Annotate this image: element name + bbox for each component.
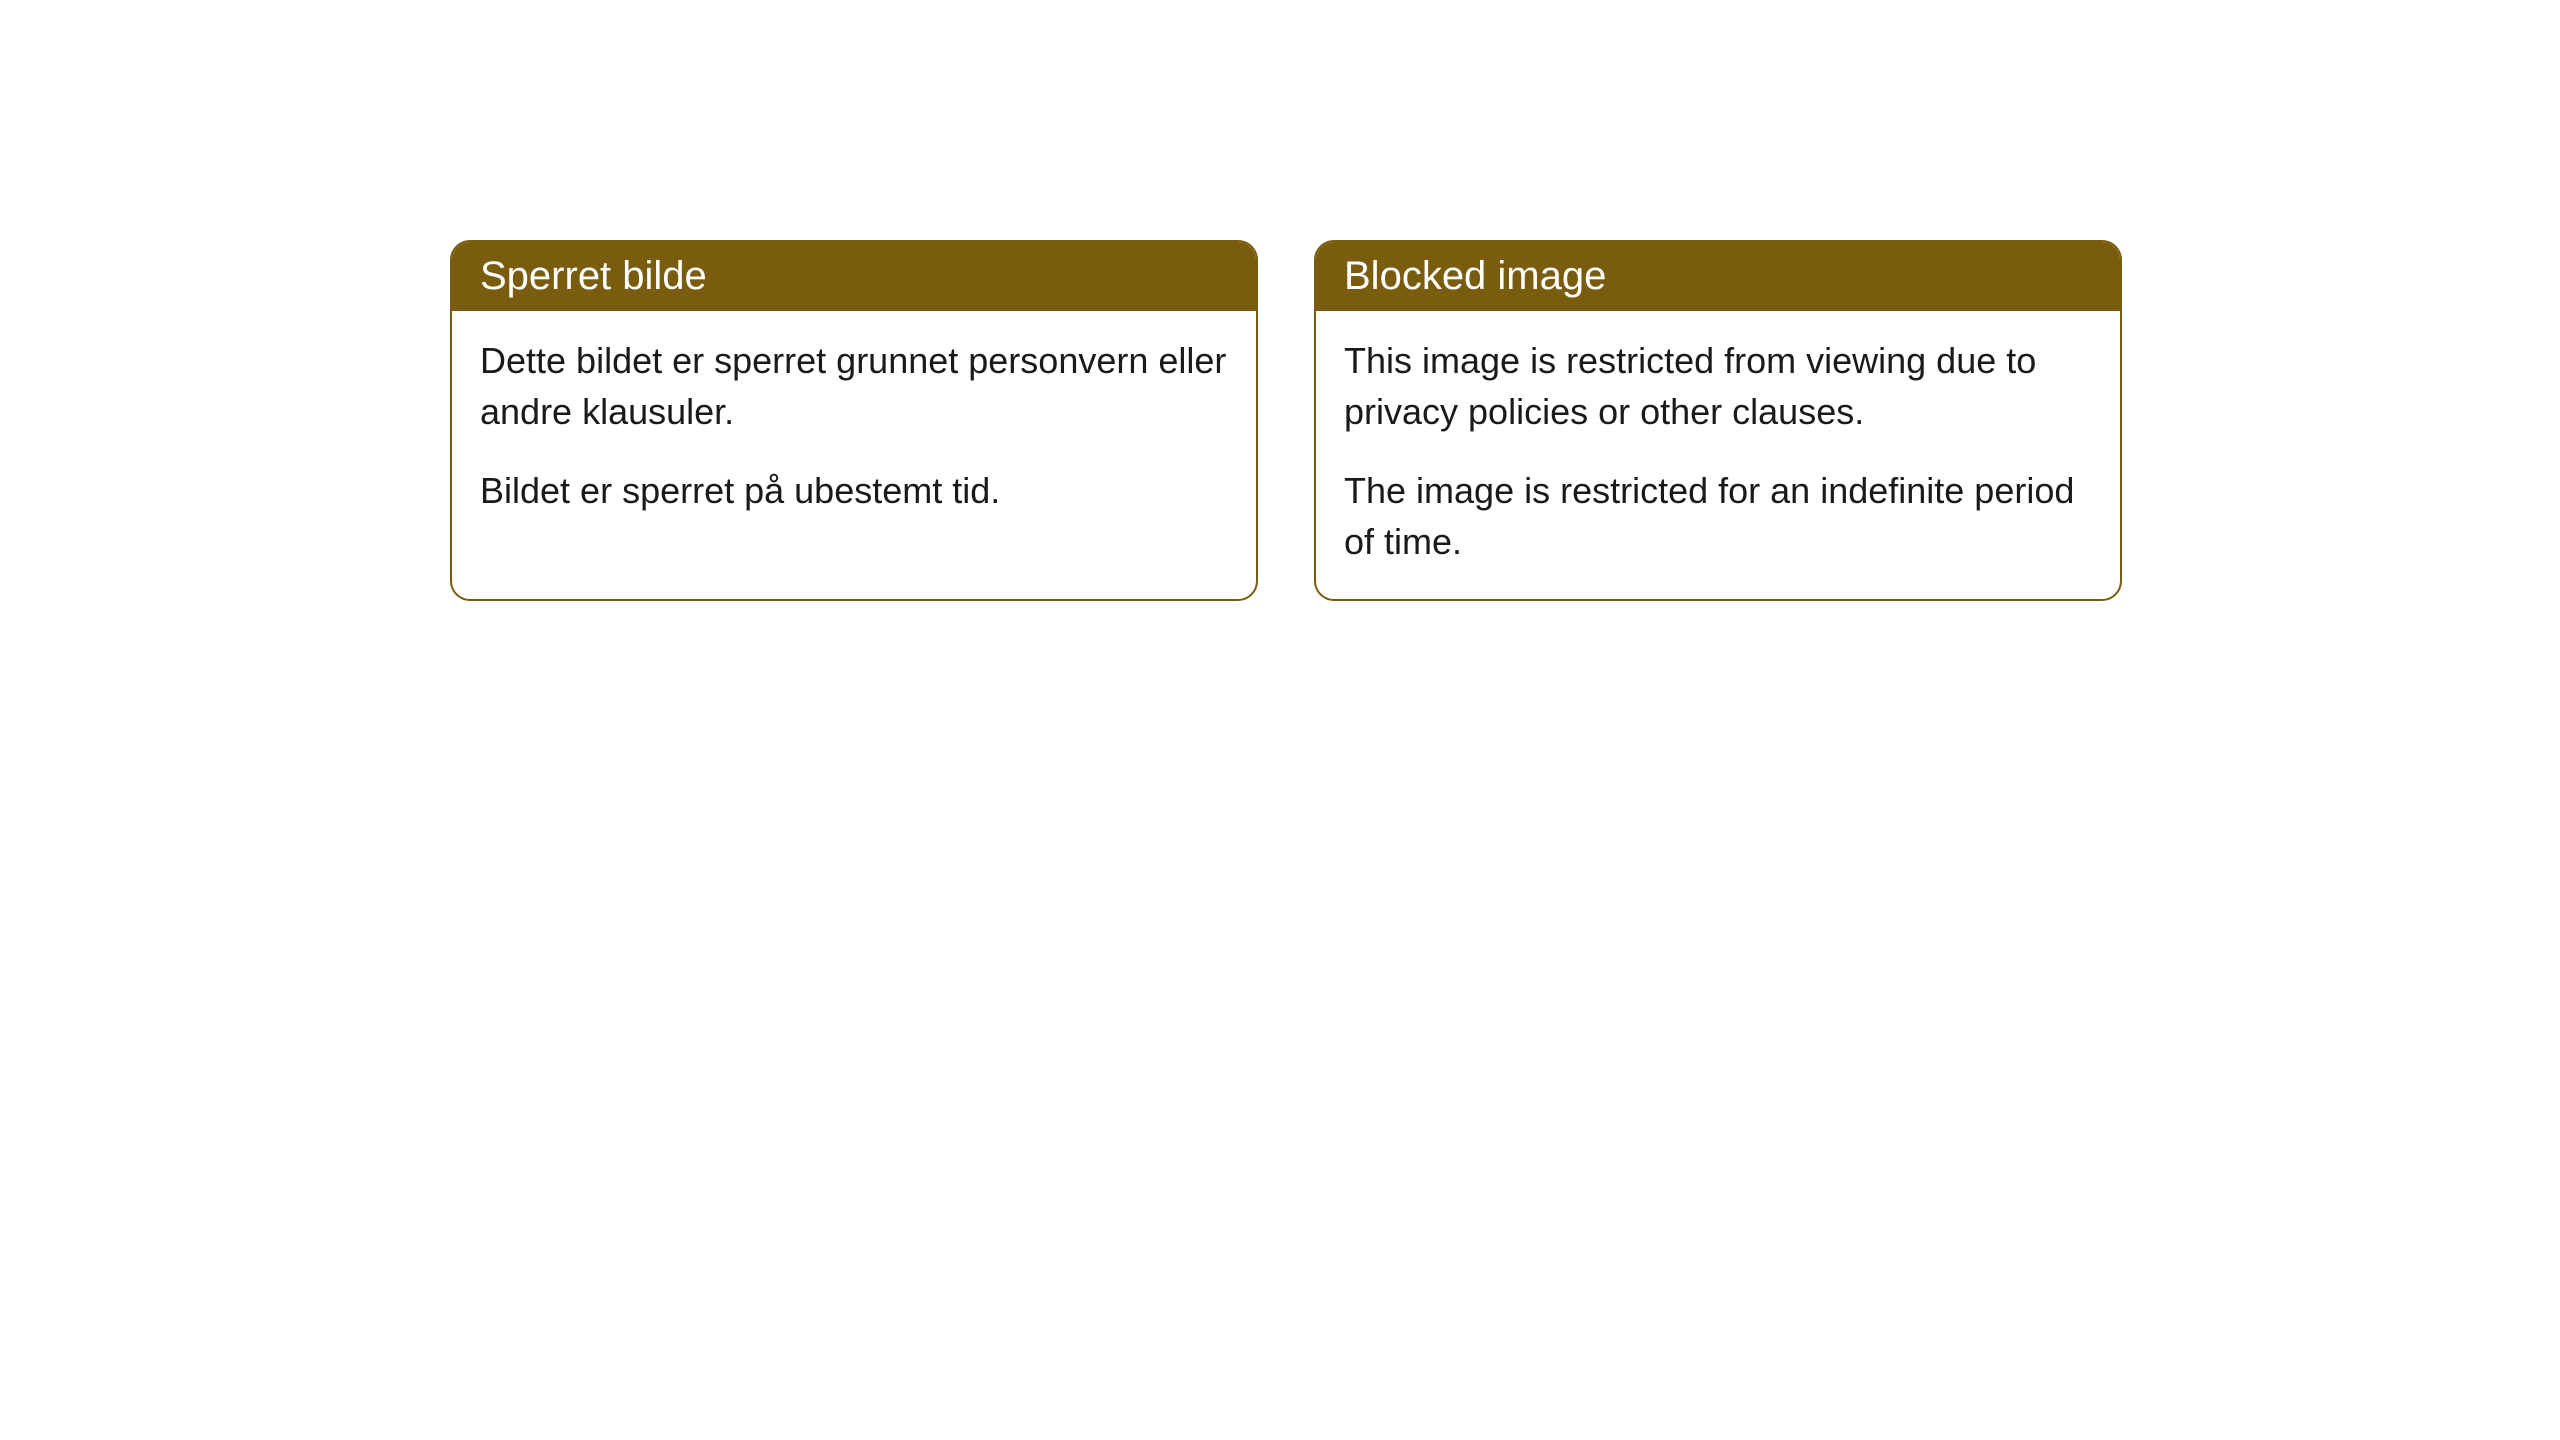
- card-body: This image is restricted from viewing du…: [1316, 311, 2120, 599]
- card-paragraph: The image is restricted for an indefinit…: [1344, 465, 2092, 567]
- notice-card-english: Blocked image This image is restricted f…: [1314, 240, 2122, 601]
- card-paragraph: Dette bildet er sperret grunnet personve…: [480, 335, 1228, 437]
- card-paragraph: Bildet er sperret på ubestemt tid.: [480, 465, 1228, 516]
- card-paragraph: This image is restricted from viewing du…: [1344, 335, 2092, 437]
- notice-cards-container: Sperret bilde Dette bildet er sperret gr…: [450, 240, 2122, 601]
- card-header-title: Sperret bilde: [452, 242, 1256, 311]
- card-header-title: Blocked image: [1316, 242, 2120, 311]
- card-body: Dette bildet er sperret grunnet personve…: [452, 311, 1256, 548]
- notice-card-norwegian: Sperret bilde Dette bildet er sperret gr…: [450, 240, 1258, 601]
